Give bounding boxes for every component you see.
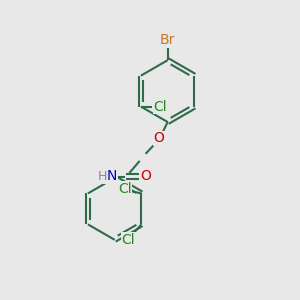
Text: Cl: Cl — [122, 233, 135, 247]
Text: Br: Br — [160, 33, 176, 47]
Text: N: N — [106, 169, 117, 184]
Text: O: O — [153, 131, 164, 145]
Text: H: H — [98, 170, 108, 183]
Text: Cl: Cl — [118, 182, 131, 196]
Text: Cl: Cl — [153, 100, 167, 114]
Text: O: O — [140, 169, 151, 184]
